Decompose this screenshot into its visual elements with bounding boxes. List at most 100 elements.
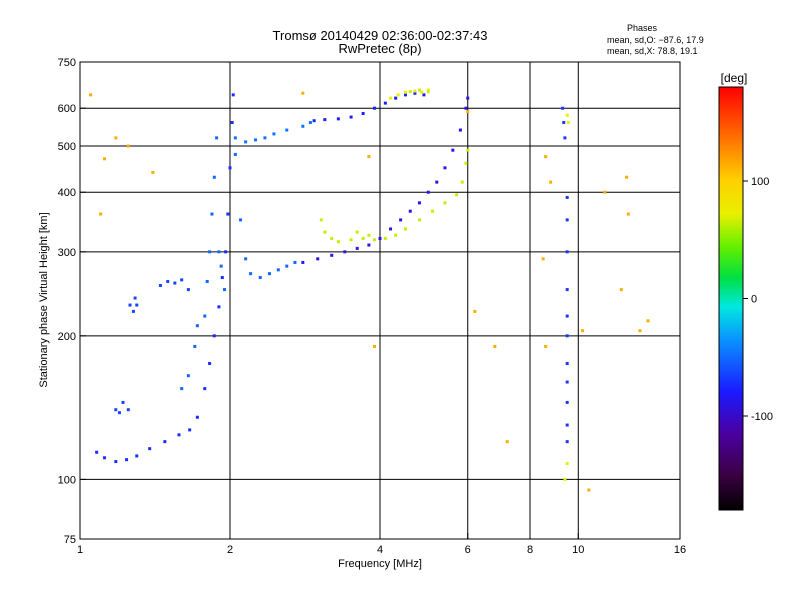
data-point bbox=[301, 260, 305, 264]
data-point bbox=[323, 118, 327, 122]
data-point bbox=[276, 268, 280, 272]
y-axis-label: Stationary phase Virtual Height [km] bbox=[38, 212, 50, 387]
data-point bbox=[549, 180, 553, 184]
data-point bbox=[103, 456, 107, 460]
data-point bbox=[565, 461, 569, 465]
data-point bbox=[244, 140, 248, 144]
data-point bbox=[253, 138, 257, 142]
grid-lines bbox=[80, 62, 680, 539]
data-point bbox=[455, 193, 459, 197]
data-point bbox=[151, 170, 155, 174]
data-point bbox=[180, 278, 184, 282]
data-point bbox=[148, 447, 152, 451]
data-point bbox=[565, 288, 569, 292]
data-point bbox=[619, 288, 623, 292]
data-point bbox=[581, 329, 585, 333]
data-point bbox=[95, 450, 99, 454]
data-point bbox=[541, 257, 545, 261]
data-point bbox=[336, 240, 340, 244]
data-point bbox=[114, 460, 118, 464]
data-point bbox=[135, 454, 139, 458]
data-point bbox=[451, 148, 455, 152]
data-point bbox=[126, 408, 130, 412]
data-point bbox=[177, 433, 181, 437]
colorbar-tick-label: 0 bbox=[751, 294, 757, 306]
x-tick-label: 4 bbox=[377, 544, 383, 556]
data-point bbox=[565, 195, 569, 199]
data-point bbox=[193, 344, 197, 348]
data-point bbox=[638, 329, 642, 333]
data-point bbox=[367, 155, 371, 159]
data-point bbox=[99, 212, 103, 216]
data-point bbox=[210, 212, 214, 216]
data-point bbox=[646, 319, 650, 323]
data-point bbox=[133, 296, 137, 300]
data-point bbox=[233, 152, 237, 156]
data-point bbox=[223, 288, 227, 292]
axis-ticks: 1 2 4 6 8 10 16 75 100 200 300 400 500 600 750 bbox=[58, 57, 686, 556]
data-point bbox=[180, 387, 184, 391]
data-point bbox=[272, 132, 276, 136]
data-point bbox=[217, 305, 221, 309]
data-point bbox=[293, 260, 297, 264]
data-point bbox=[195, 324, 199, 328]
data-point bbox=[231, 93, 235, 97]
y-tick-label: 100 bbox=[58, 474, 76, 486]
data-point bbox=[565, 400, 569, 404]
data-point bbox=[355, 246, 359, 250]
y-tick-label: 75 bbox=[64, 534, 76, 546]
data-point bbox=[565, 314, 569, 318]
data-point bbox=[426, 90, 430, 94]
data-point bbox=[565, 250, 569, 254]
colorbar-tick-label: -100 bbox=[751, 411, 773, 423]
phases-title: Phases bbox=[627, 23, 658, 33]
data-point bbox=[244, 257, 248, 261]
data-point bbox=[431, 209, 435, 213]
data-point bbox=[239, 218, 243, 222]
data-point bbox=[349, 238, 353, 242]
data-point bbox=[565, 113, 569, 117]
data-point bbox=[413, 89, 417, 93]
data-point bbox=[173, 281, 177, 285]
x-tick-label: 8 bbox=[527, 544, 533, 556]
data-point bbox=[361, 236, 365, 240]
data-point bbox=[562, 121, 566, 125]
data-point bbox=[378, 236, 382, 240]
data-point bbox=[373, 106, 377, 110]
data-point bbox=[258, 276, 262, 280]
data-point bbox=[420, 90, 424, 94]
x-tick-label: 1 bbox=[77, 544, 83, 556]
data-point bbox=[121, 400, 125, 404]
colorbar-label: [deg] bbox=[721, 71, 748, 85]
data-point bbox=[125, 458, 129, 462]
data-point bbox=[217, 250, 221, 254]
data-point bbox=[308, 121, 312, 125]
data-point bbox=[103, 157, 107, 161]
data-point bbox=[464, 106, 468, 110]
data-point bbox=[220, 276, 224, 280]
data-point bbox=[466, 110, 470, 114]
data-point bbox=[285, 264, 289, 268]
data-point bbox=[544, 344, 548, 348]
data-point bbox=[219, 264, 223, 268]
data-point bbox=[233, 136, 237, 140]
data-point bbox=[188, 428, 192, 432]
data-point bbox=[117, 411, 121, 415]
data-point bbox=[426, 190, 430, 194]
data-point bbox=[319, 218, 323, 222]
x-tick-label: 2 bbox=[227, 544, 233, 556]
data-point bbox=[89, 93, 93, 97]
data-point bbox=[203, 387, 207, 391]
data-point bbox=[361, 111, 365, 115]
data-point bbox=[226, 212, 230, 216]
data-point bbox=[565, 423, 569, 427]
data-point bbox=[323, 230, 327, 234]
data-point bbox=[349, 115, 353, 119]
data-point bbox=[285, 128, 289, 132]
data-point bbox=[373, 238, 377, 242]
data-point bbox=[336, 117, 340, 121]
data-point bbox=[158, 283, 162, 287]
data-point bbox=[408, 209, 412, 213]
data-point bbox=[563, 477, 567, 481]
data-point bbox=[208, 361, 212, 365]
